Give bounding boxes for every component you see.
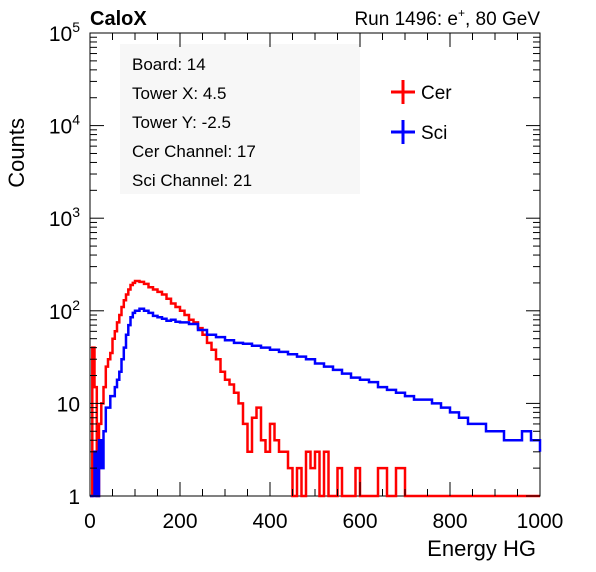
info-line-board: Board: 14 <box>132 55 206 74</box>
info-line-tower-y: Tower Y: -2.5 <box>132 113 231 132</box>
run-label: Run 1496: e+, 80 GeV <box>354 6 540 30</box>
y-axis-title: Counts <box>4 118 29 188</box>
x-tick-label-800: 800 <box>432 510 467 533</box>
info-line-sci-channel: Sci Channel: 21 <box>132 171 252 190</box>
legend-marker-sci <box>391 120 415 144</box>
info-box: Board: 14 Tower X: 4.5 Tower Y: -2.5 Cer… <box>120 44 360 194</box>
y-tick-label-10: 10 <box>57 393 80 416</box>
series-layer <box>90 279 542 498</box>
series-line-sci <box>90 307 542 498</box>
x-tick-label-600: 600 <box>342 510 377 533</box>
info-line-cer-channel: Cer Channel: 17 <box>132 142 256 161</box>
x-tick-label-200: 200 <box>162 510 197 533</box>
y-tick-label-1: 1 <box>68 486 80 509</box>
legend-label-sci: Sci <box>421 123 447 144</box>
x-tick-label-1000: 1000 <box>517 510 564 533</box>
series-line-cer <box>90 279 540 498</box>
x-axis-title: Energy HG <box>427 536 536 561</box>
legend-marker-cer <box>391 80 415 104</box>
legend: Cer Sci <box>391 80 452 144</box>
y-tick-label-100: 102 <box>49 297 80 324</box>
y-tick-label-1000: 103 <box>49 204 80 231</box>
x-tick-label-400: 400 <box>252 510 287 533</box>
brand-label: CaloX <box>90 8 147 30</box>
y-tick-label-10000: 104 <box>49 112 80 139</box>
y-tick-label-100000: 105 <box>49 19 80 46</box>
axes-layer: 0 200 400 600 800 1000 1 10 102 103 104 105 <box>49 19 564 533</box>
info-line-tower-x: Tower X: 4.5 <box>132 84 227 103</box>
legend-label-cer: Cer <box>421 83 452 104</box>
x-tick-label-0: 0 <box>84 510 96 533</box>
